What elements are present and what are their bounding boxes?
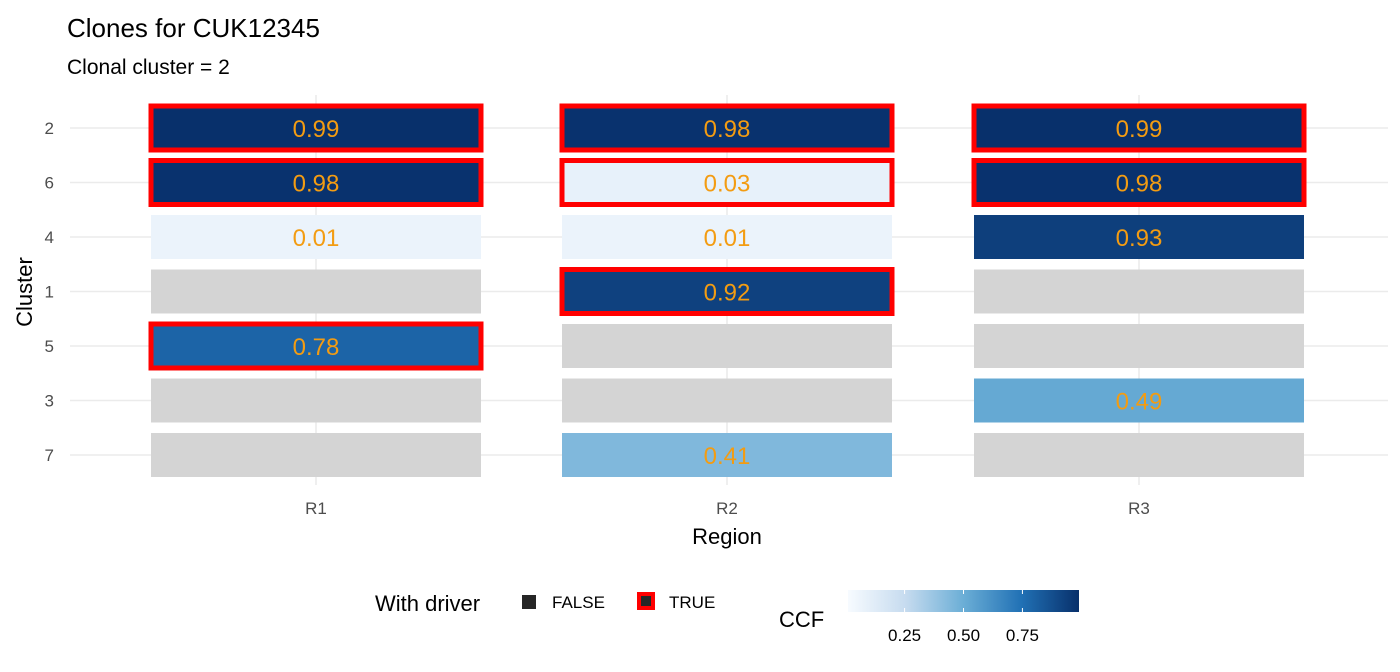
cell-value-R2-2: 0.98 <box>704 116 751 143</box>
cell-R2-5 <box>562 324 892 368</box>
cell-value-R3-3: 0.49 <box>1116 389 1163 416</box>
legend-label-true: TRUE <box>669 593 715 612</box>
ccf-colorbar <box>848 590 1079 612</box>
cell-value-R2-6: 0.03 <box>704 171 751 198</box>
cell-value-R3-4: 0.93 <box>1116 225 1163 252</box>
x-tick-R3: R3 <box>1128 499 1150 518</box>
cell-R3-7 <box>974 433 1304 477</box>
cell-value-R1-2: 0.99 <box>293 116 340 143</box>
ccf-legend-title: CCF <box>779 607 824 632</box>
cell-value-R3-6: 0.98 <box>1116 171 1163 198</box>
y-tick-5: 5 <box>45 337 54 356</box>
x-axis-ticks: R1 R2 R3 <box>305 499 1150 518</box>
cell-R3-6 <box>971 158 1307 207</box>
legend-label-false: FALSE <box>552 593 605 612</box>
y-tick-3: 3 <box>45 392 54 411</box>
ccf-legend: CCF 0.25 0.50 0.75 <box>779 590 1079 645</box>
cell-value-R1-5: 0.78 <box>293 334 340 361</box>
cell-R2-7 <box>562 433 892 477</box>
chart-subtitle: Clonal cluster = 2 <box>67 56 230 79</box>
cell-R1-4 <box>151 215 481 259</box>
y-tick-6: 6 <box>45 174 54 193</box>
cell-R3-4 <box>974 215 1304 259</box>
cell-R3-2 <box>971 103 1307 153</box>
cell-R2-4 <box>562 215 892 259</box>
x-tick-R2: R2 <box>716 499 738 518</box>
y-tick-7: 7 <box>45 446 54 465</box>
driver-legend: With driver FALSE TRUE <box>375 591 715 616</box>
cell-value-R1-4: 0.01 <box>293 225 340 252</box>
cell-value-R2-4: 0.01 <box>704 225 751 252</box>
cell-R1-2 <box>148 103 484 153</box>
legend-key-false <box>522 595 536 609</box>
cell-R2-6 <box>559 158 895 207</box>
cell-R3-3 <box>974 378 1304 423</box>
y-axis-label: Cluster <box>12 257 37 327</box>
cell-value-R3-2: 0.99 <box>1116 116 1163 143</box>
cell-R1-5 <box>148 321 484 371</box>
x-axis-label: Region <box>692 524 762 549</box>
cell-R1-6 <box>148 158 484 207</box>
cell-R3-1 <box>974 269 1304 314</box>
y-axis-ticks: 2 6 4 1 5 3 7 <box>45 119 54 465</box>
cell-R1-1 <box>151 269 481 314</box>
legend-key-true <box>641 596 651 606</box>
cell-value-R1-6: 0.98 <box>293 171 340 198</box>
cell-R2-1 <box>559 267 895 316</box>
y-tick-4: 4 <box>45 228 54 247</box>
cell-R1-7 <box>151 433 481 477</box>
cell-value-R2-7: 0.41 <box>704 443 751 470</box>
cell-R2-3 <box>562 378 892 423</box>
cell-R1-3 <box>151 378 481 423</box>
chart-title: Clones for CUK12345 <box>67 13 320 43</box>
cell-R3-5 <box>974 324 1304 368</box>
ccf-tick-label-0.25: 0.25 <box>888 626 921 645</box>
y-tick-1: 1 <box>45 283 54 302</box>
x-tick-R1: R1 <box>305 499 327 518</box>
ccf-ticks: 0.25 0.50 0.75 <box>888 590 1039 645</box>
y-tick-2: 2 <box>45 119 54 138</box>
cell-value-R2-1: 0.92 <box>704 280 751 307</box>
driver-legend-title: With driver <box>375 591 480 616</box>
ccf-tick-label-0.75: 0.75 <box>1006 626 1039 645</box>
heatmap-cells: 0.99 0.98 0.01 0.78 0.98 0.03 0.01 0.92 0.41 0.99… <box>148 103 1307 477</box>
ccf-tick-label-0.50: 0.50 <box>947 626 980 645</box>
cell-R2-2 <box>559 103 895 153</box>
